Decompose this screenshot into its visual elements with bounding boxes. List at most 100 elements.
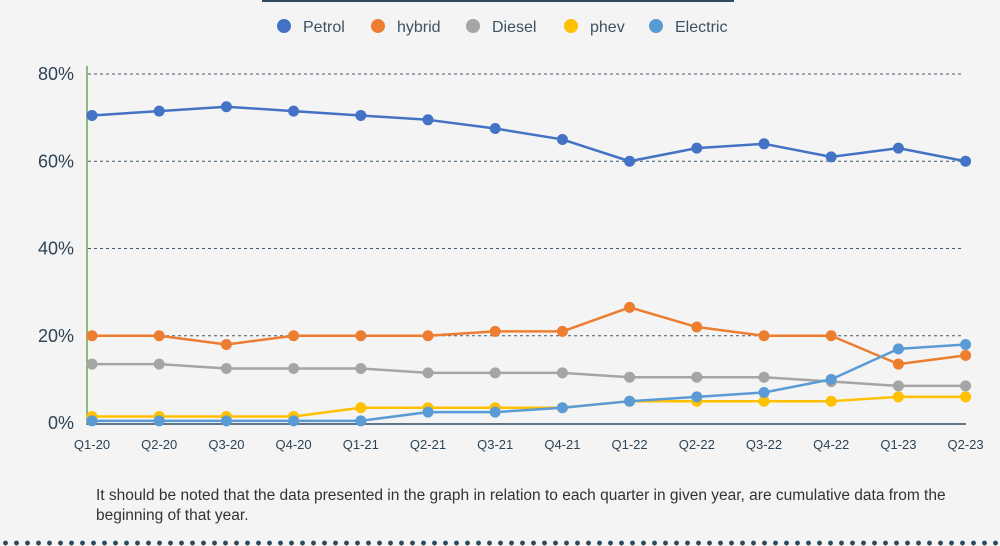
data-point xyxy=(624,155,636,167)
y-tick-label: 80% xyxy=(38,64,74,84)
data-point xyxy=(489,123,501,135)
legend-label: Diesel xyxy=(492,19,536,36)
data-point xyxy=(220,362,232,374)
data-point xyxy=(86,358,98,370)
x-tick-label: Q3-21 xyxy=(477,437,513,452)
data-point xyxy=(288,415,300,427)
data-point xyxy=(86,109,98,121)
data-point xyxy=(489,367,501,379)
data-point xyxy=(489,325,501,337)
x-tick-label: Q2-20 xyxy=(141,437,177,452)
data-point xyxy=(220,101,232,113)
data-point xyxy=(288,362,300,374)
data-point xyxy=(556,367,568,379)
data-point xyxy=(556,133,568,145)
series-line xyxy=(92,343,966,423)
data-point xyxy=(758,371,770,383)
legend-marker xyxy=(277,19,291,33)
data-point xyxy=(153,330,165,342)
data-point xyxy=(153,415,165,427)
data-point xyxy=(960,349,972,361)
x-tick-label: Q3-20 xyxy=(208,437,244,452)
data-point xyxy=(422,406,434,418)
data-point xyxy=(892,391,904,403)
legend-marker xyxy=(649,19,663,33)
data-point xyxy=(288,105,300,117)
x-tick-label: Q4-20 xyxy=(276,437,312,452)
data-point xyxy=(153,105,165,117)
series-line xyxy=(92,306,966,366)
data-point xyxy=(892,343,904,355)
data-point xyxy=(422,367,434,379)
data-point xyxy=(960,338,972,350)
data-point xyxy=(758,138,770,150)
y-tick-label: 20% xyxy=(38,326,74,346)
data-point xyxy=(220,415,232,427)
data-point xyxy=(355,362,367,374)
data-point xyxy=(825,330,837,342)
series-line xyxy=(92,395,966,418)
data-point xyxy=(86,330,98,342)
data-point xyxy=(355,330,367,342)
data-point xyxy=(422,330,434,342)
data-point xyxy=(691,391,703,403)
y-tick-label: 40% xyxy=(38,239,74,259)
legend-label: phev xyxy=(590,19,625,36)
data-point xyxy=(892,380,904,392)
data-point xyxy=(825,373,837,385)
data-point xyxy=(825,395,837,407)
legend-marker xyxy=(564,19,578,33)
x-tick-label: Q1-20 xyxy=(74,437,110,452)
x-tick-label: Q1-23 xyxy=(880,437,916,452)
x-tick-label: Q3-22 xyxy=(746,437,782,452)
x-tick-label: Q2-22 xyxy=(679,437,715,452)
chart-footnote: It should be noted that the data present… xyxy=(96,487,946,524)
data-point xyxy=(691,321,703,333)
data-point xyxy=(624,301,636,313)
x-tick-label: Q2-23 xyxy=(948,437,984,452)
data-point xyxy=(825,151,837,163)
legend-marker xyxy=(371,19,385,33)
data-point xyxy=(355,109,367,121)
data-point xyxy=(422,114,434,126)
data-point xyxy=(691,371,703,383)
data-point xyxy=(960,380,972,392)
x-tick-label: Q1-21 xyxy=(343,437,379,452)
gridlines xyxy=(88,73,964,337)
data-point xyxy=(960,155,972,167)
data-point xyxy=(556,325,568,337)
data-point xyxy=(556,402,568,414)
y-axis: 0% 20% 40% 60% 80% xyxy=(38,64,88,433)
legend-marker xyxy=(466,19,480,33)
data-point xyxy=(624,395,636,407)
legend-label: Petrol xyxy=(303,19,345,36)
data-point xyxy=(624,371,636,383)
data-point xyxy=(355,415,367,427)
x-tick-label: Q4-21 xyxy=(544,437,580,452)
legend-label: Electric xyxy=(675,19,727,36)
data-point xyxy=(288,330,300,342)
y-tick-label: 0% xyxy=(48,413,74,433)
x-axis: Q1-20 Q2-20 Q3-20 Q4-20 Q1-21 Q2-21 Q3-21 Q4-21… xyxy=(74,423,984,452)
data-point xyxy=(758,386,770,398)
dotted-divider xyxy=(0,540,1000,546)
data-point xyxy=(892,358,904,370)
data-point xyxy=(86,415,98,427)
data-point xyxy=(153,358,165,370)
x-tick-label: Q2-21 xyxy=(410,437,446,452)
legend: Petrol hybrid Diesel phev Electric xyxy=(277,19,727,36)
x-tick-label: Q1-22 xyxy=(612,437,648,452)
data-point xyxy=(691,142,703,154)
x-tick-label: Q4-22 xyxy=(813,437,849,452)
data-point xyxy=(758,395,770,407)
plot-area xyxy=(86,101,972,427)
series-line xyxy=(91,105,966,163)
legend-label: hybrid xyxy=(397,19,441,36)
data-point xyxy=(758,330,770,342)
y-tick-label: 60% xyxy=(38,151,74,171)
data-point xyxy=(892,142,904,154)
data-point xyxy=(489,406,501,418)
data-point xyxy=(355,402,367,414)
data-point xyxy=(960,391,972,403)
